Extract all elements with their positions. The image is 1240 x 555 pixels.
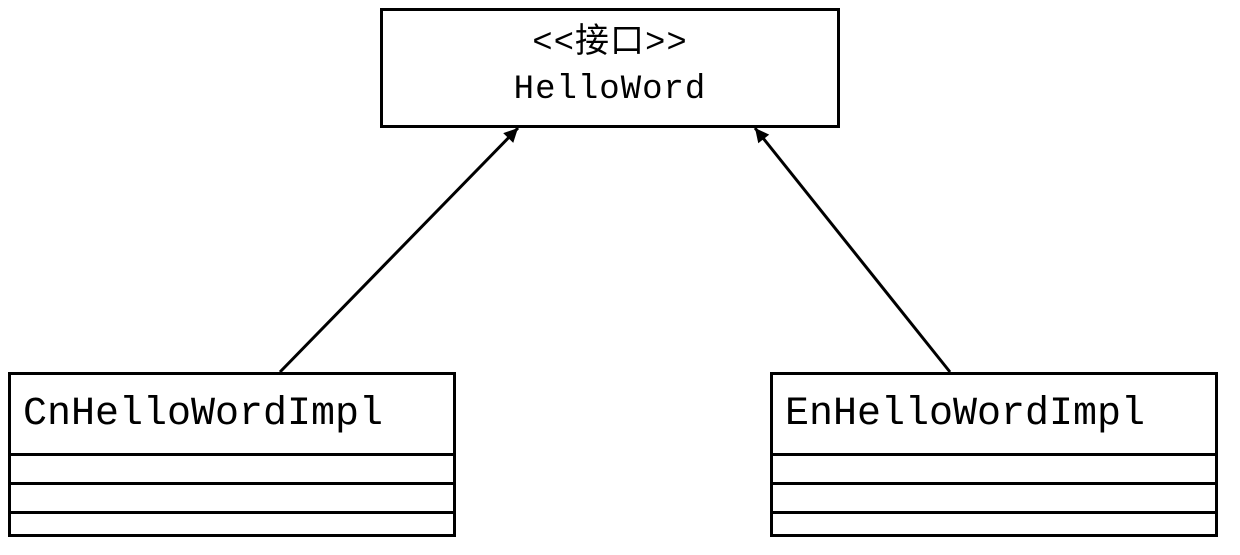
en-impl-name: EnHelloWordImpl [785, 392, 1145, 437]
realization-edge [755, 128, 950, 372]
cn-impl-compartment-1 [11, 453, 453, 482]
uml-diagram-canvas: <<接口>> HelloWord CnHelloWordImpl EnHello… [0, 0, 1240, 555]
cn-impl-compartment-2 [11, 482, 453, 511]
interface-name: HelloWord [514, 68, 707, 114]
interface-stereotype: <<接口>> [532, 22, 688, 68]
en-impl-name-compartment: EnHelloWordImpl [773, 375, 1215, 453]
en-impl-node: EnHelloWordImpl [770, 372, 1218, 537]
cn-impl-compartment-3 [11, 511, 453, 540]
interface-name-compartment: <<接口>> HelloWord [383, 11, 837, 125]
interface-node: <<接口>> HelloWord [380, 8, 840, 128]
cn-impl-node: CnHelloWordImpl [8, 372, 456, 537]
en-impl-compartment-3 [773, 511, 1215, 540]
en-impl-compartment-1 [773, 453, 1215, 482]
en-impl-compartment-2 [773, 482, 1215, 511]
cn-impl-name: CnHelloWordImpl [23, 392, 383, 437]
cn-impl-name-compartment: CnHelloWordImpl [11, 375, 453, 453]
realization-edge [280, 128, 518, 372]
